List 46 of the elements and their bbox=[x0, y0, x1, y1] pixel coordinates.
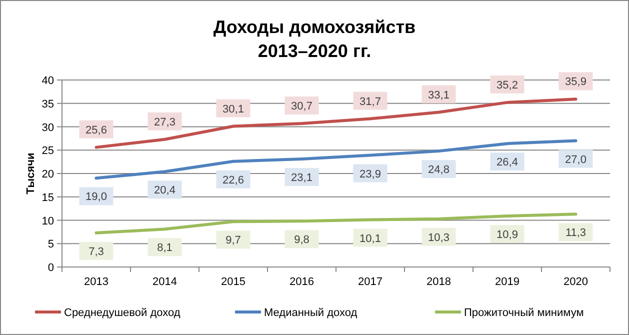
legend-label: Среднедушевой доход bbox=[64, 307, 181, 319]
x-tick-label: 2019 bbox=[495, 276, 520, 288]
y-tick-label: 15 bbox=[42, 192, 54, 204]
x-tick-label: 2013 bbox=[84, 276, 108, 288]
data-label: 24,8 bbox=[428, 164, 450, 176]
data-label: 33,1 bbox=[428, 89, 450, 102]
data-label: 19,0 bbox=[86, 191, 107, 204]
chart-title: Доходы домохозяйств 2013–2020 гг. bbox=[213, 17, 416, 61]
data-label: 11,3 bbox=[565, 227, 586, 240]
y-tick-label: 5 bbox=[48, 238, 54, 251]
data-label: 27,0 bbox=[565, 154, 586, 166]
data-label: 10,1 bbox=[360, 232, 381, 245]
y-tick-label: 40 bbox=[42, 75, 54, 87]
data-label: 20,4 bbox=[154, 184, 176, 197]
data-label: 9,7 bbox=[226, 234, 241, 247]
y-tick-label: 10 bbox=[42, 215, 54, 228]
data-label: 23,9 bbox=[360, 168, 381, 180]
x-tick-label: 2016 bbox=[290, 276, 314, 288]
y-tick-label: 20 bbox=[42, 168, 54, 180]
y-tick-label: 30 bbox=[42, 122, 54, 134]
data-label: 8,1 bbox=[157, 242, 172, 254]
data-label: 10,9 bbox=[496, 229, 518, 242]
legend-label: Медианный доход bbox=[264, 307, 358, 319]
x-tick-label: 2014 bbox=[152, 276, 177, 288]
data-label: 25,6 bbox=[86, 124, 107, 136]
y-tick-label: 35 bbox=[42, 98, 54, 110]
y-tick-label: 25 bbox=[42, 145, 54, 158]
data-label: 9,8 bbox=[294, 234, 310, 246]
x-tick-label: 2015 bbox=[221, 276, 246, 288]
data-label: 30,7 bbox=[291, 100, 312, 112]
data-label: 27,3 bbox=[154, 116, 176, 128]
data-label: 26,4 bbox=[496, 156, 518, 169]
y-tick-label: 0 bbox=[48, 262, 54, 274]
x-tick-label: 2017 bbox=[358, 276, 382, 288]
data-label: 35,2 bbox=[496, 79, 518, 92]
data-label: 10,3 bbox=[428, 232, 450, 244]
data-label: 7,3 bbox=[88, 246, 104, 258]
data-label: 23,1 bbox=[291, 172, 312, 184]
y-axis-title: Тысячи bbox=[25, 152, 37, 194]
data-label: 35,9 bbox=[565, 76, 586, 88]
legend-label: Прожиточный минимум bbox=[464, 307, 584, 319]
x-tick-label: 2018 bbox=[426, 276, 451, 288]
data-label: 31,7 bbox=[360, 96, 381, 108]
x-tick-label: 2020 bbox=[564, 276, 588, 288]
data-label: 30,1 bbox=[222, 103, 244, 116]
data-label: 22,6 bbox=[222, 174, 244, 186]
